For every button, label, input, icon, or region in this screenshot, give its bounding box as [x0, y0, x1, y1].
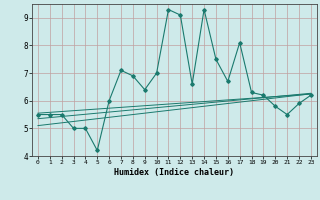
X-axis label: Humidex (Indice chaleur): Humidex (Indice chaleur)	[115, 168, 234, 177]
